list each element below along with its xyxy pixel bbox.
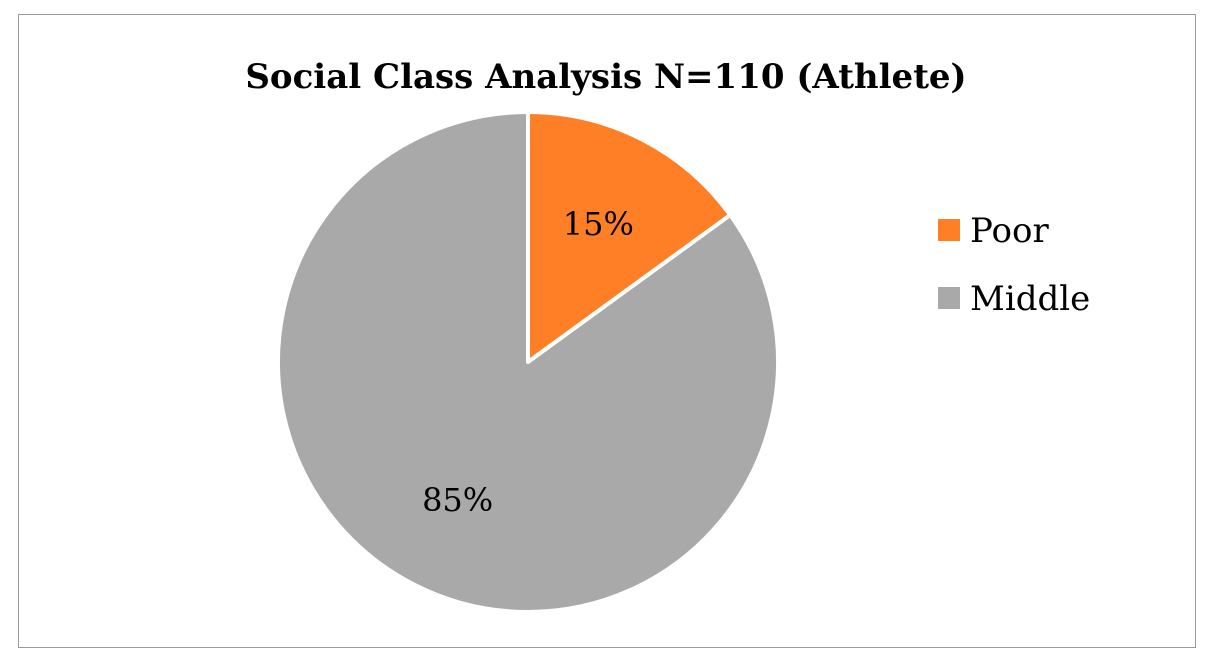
data-label-poor: 15% (563, 205, 634, 243)
chart-title: Social Class Analysis N=110 (Athlete) (245, 57, 966, 97)
legend-label-middle: Middle (970, 279, 1090, 319)
pie-data-labels: 15% 85% (422, 205, 634, 519)
pie-slices (276, 110, 780, 614)
legend-swatch-middle (938, 287, 960, 309)
legend-swatch-poor (938, 219, 960, 241)
data-label-middle: 85% (422, 481, 493, 519)
legend-label-poor: Poor (970, 211, 1049, 251)
pie-slice-middle (276, 110, 780, 614)
pie-slice-poor (526, 110, 733, 364)
legend: Poor Middle (938, 211, 1090, 319)
